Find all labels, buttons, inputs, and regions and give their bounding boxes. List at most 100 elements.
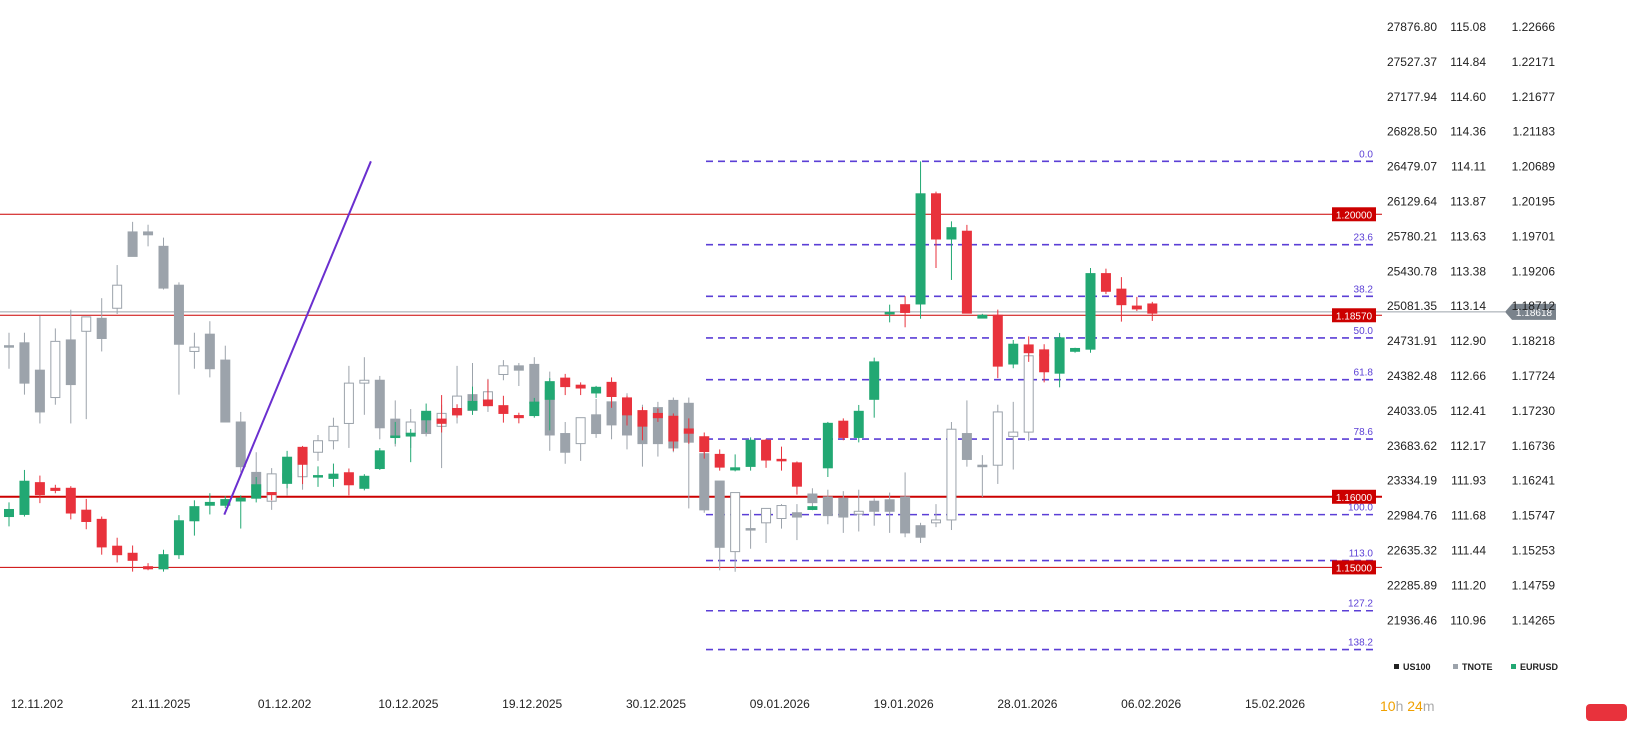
tnote-candle [81, 316, 92, 332]
y-tick-label: 1.20195 [1512, 195, 1556, 209]
tnote-candle [50, 340, 61, 399]
x-tick-label: 19.12.2025 [502, 697, 562, 711]
fib-level-label: 113.0 [1349, 549, 1374, 560]
tnote-candle [946, 428, 957, 521]
eurusd-candle [235, 497, 246, 502]
countdown-minutes: 24 [1407, 698, 1423, 714]
eurusd-candle [328, 473, 339, 479]
eurusd-candle [50, 487, 61, 491]
y-tick-label: 24731.91 [1387, 334, 1437, 348]
eurusd-candle [977, 314, 988, 319]
level-tag-text: 1.15000 [1336, 563, 1373, 574]
tnote-candle [34, 369, 45, 413]
eurusd-candle [807, 506, 818, 510]
y-tick-label: 22984.76 [1387, 509, 1437, 523]
eurusd-candle [761, 439, 772, 461]
tnote-candle [591, 414, 602, 435]
level-tag [1332, 489, 1376, 504]
eurusd-candle [1054, 337, 1065, 374]
tnote-candle [374, 379, 385, 429]
eurusd-candle [204, 501, 215, 506]
tnote-candle [992, 411, 1003, 466]
eurusd-candle [436, 418, 447, 424]
eurusd-candle [34, 482, 45, 496]
tnote-candle [900, 496, 911, 534]
y-tick-label: 27177.94 [1387, 90, 1437, 104]
eurusd-candle [452, 407, 463, 416]
countdown-minutes-unit: m [1422, 698, 1435, 714]
eurusd-candle [374, 450, 385, 470]
tnote-candle [977, 464, 988, 468]
eurusd-candle [421, 410, 432, 421]
eurusd-candle [637, 410, 648, 427]
x-tick-label: 09.01.2026 [750, 697, 810, 711]
eurusd-candle [343, 472, 354, 486]
eurusd-candle [1070, 347, 1081, 352]
eurusd-candle [158, 554, 169, 570]
tnote-candle [189, 346, 200, 352]
eurusd-candle [482, 399, 493, 407]
tnote-candle [961, 433, 972, 460]
eurusd-candle [4, 508, 14, 518]
y-tick-label: 1.22171 [1512, 55, 1556, 69]
eurusd-candle [1116, 288, 1127, 306]
eurusd-candle [992, 314, 1003, 367]
tnote-candle [838, 497, 849, 518]
y-tick-label: 22285.89 [1387, 578, 1437, 592]
eurusd-candle [266, 492, 277, 496]
eurusd-candle [467, 400, 478, 411]
y-tick-label: 24382.48 [1387, 369, 1437, 383]
eurusd-candle [359, 475, 370, 489]
fibonacci-retracement[interactable]: 0.0 23.6 38.2 50.0 61.8 78.6 100.0 113.0 127.2 13… [706, 149, 1377, 651]
fib-level-label: 78.6 [1354, 427, 1374, 438]
y-tick-label: 112.66 [1450, 369, 1486, 383]
y-tick-label: 113.63 [1450, 229, 1486, 243]
tnote-candle [931, 519, 941, 524]
eurusd-candle [112, 545, 123, 556]
eurusd-candle [297, 446, 308, 465]
y-tick-label: 112.17 [1450, 439, 1486, 453]
tnote-candle [1023, 355, 1034, 433]
trend-line[interactable] [223, 160, 372, 516]
y-tick-label: 1.21677 [1512, 90, 1556, 104]
level-tag-text: 1.20000 [1336, 210, 1373, 221]
tnote-candle [173, 284, 184, 345]
action-button[interactable] [1586, 704, 1627, 721]
x-tick-label: 28.01.2026 [997, 697, 1057, 711]
y-tick-label: 112.90 [1450, 334, 1486, 348]
eurusd-candle [730, 467, 741, 471]
tnote-candle [328, 425, 339, 442]
tnote-candle [884, 499, 895, 512]
price-axes[interactable]: 27876.80 27527.37 27177.94 26828.50 26479.07… [1387, 20, 1555, 627]
eurusd-candle [65, 487, 76, 514]
eurusd-candle [1100, 273, 1111, 292]
y-tick-label: 1.15747 [1512, 509, 1556, 523]
eurusd-candle [390, 435, 401, 439]
tnote-candle [869, 500, 880, 512]
eurusd-candle [822, 422, 833, 469]
eurusd-candle [900, 304, 911, 313]
eurusd-series [4, 161, 1158, 572]
eurusd-candle [745, 439, 756, 467]
level-labels: 1.20000 1.18570 1.16000 1.15000 1.18618 [1332, 207, 1556, 575]
y-tick-label: 27876.80 [1387, 20, 1437, 34]
eurusd-candle [1039, 349, 1050, 373]
y-tick-label: 1.21183 [1513, 125, 1556, 139]
tnote-candle [776, 505, 787, 519]
eurusd-candle [884, 311, 895, 315]
eurusd-candle [683, 428, 694, 434]
fib-level-label: 127.2 [1348, 599, 1373, 610]
eurusd-candle [591, 386, 602, 394]
y-tick-label: 114.60 [1450, 90, 1486, 104]
eurusd-candle [498, 405, 509, 414]
time-axis[interactable]: 12.11.202 21.11.2025 01.12.202 10.12.2025 19… [11, 697, 1306, 711]
y-tick-label: 1.18218 [1512, 334, 1556, 348]
tnote-candle [158, 245, 169, 289]
fib-level-label: 38.2 [1354, 284, 1374, 295]
eurusd-candle [127, 552, 138, 561]
eurusd-candle [1008, 343, 1019, 365]
eurusd-candle [606, 381, 617, 397]
tnote-candle [575, 417, 586, 445]
tnote-candle [96, 317, 107, 339]
